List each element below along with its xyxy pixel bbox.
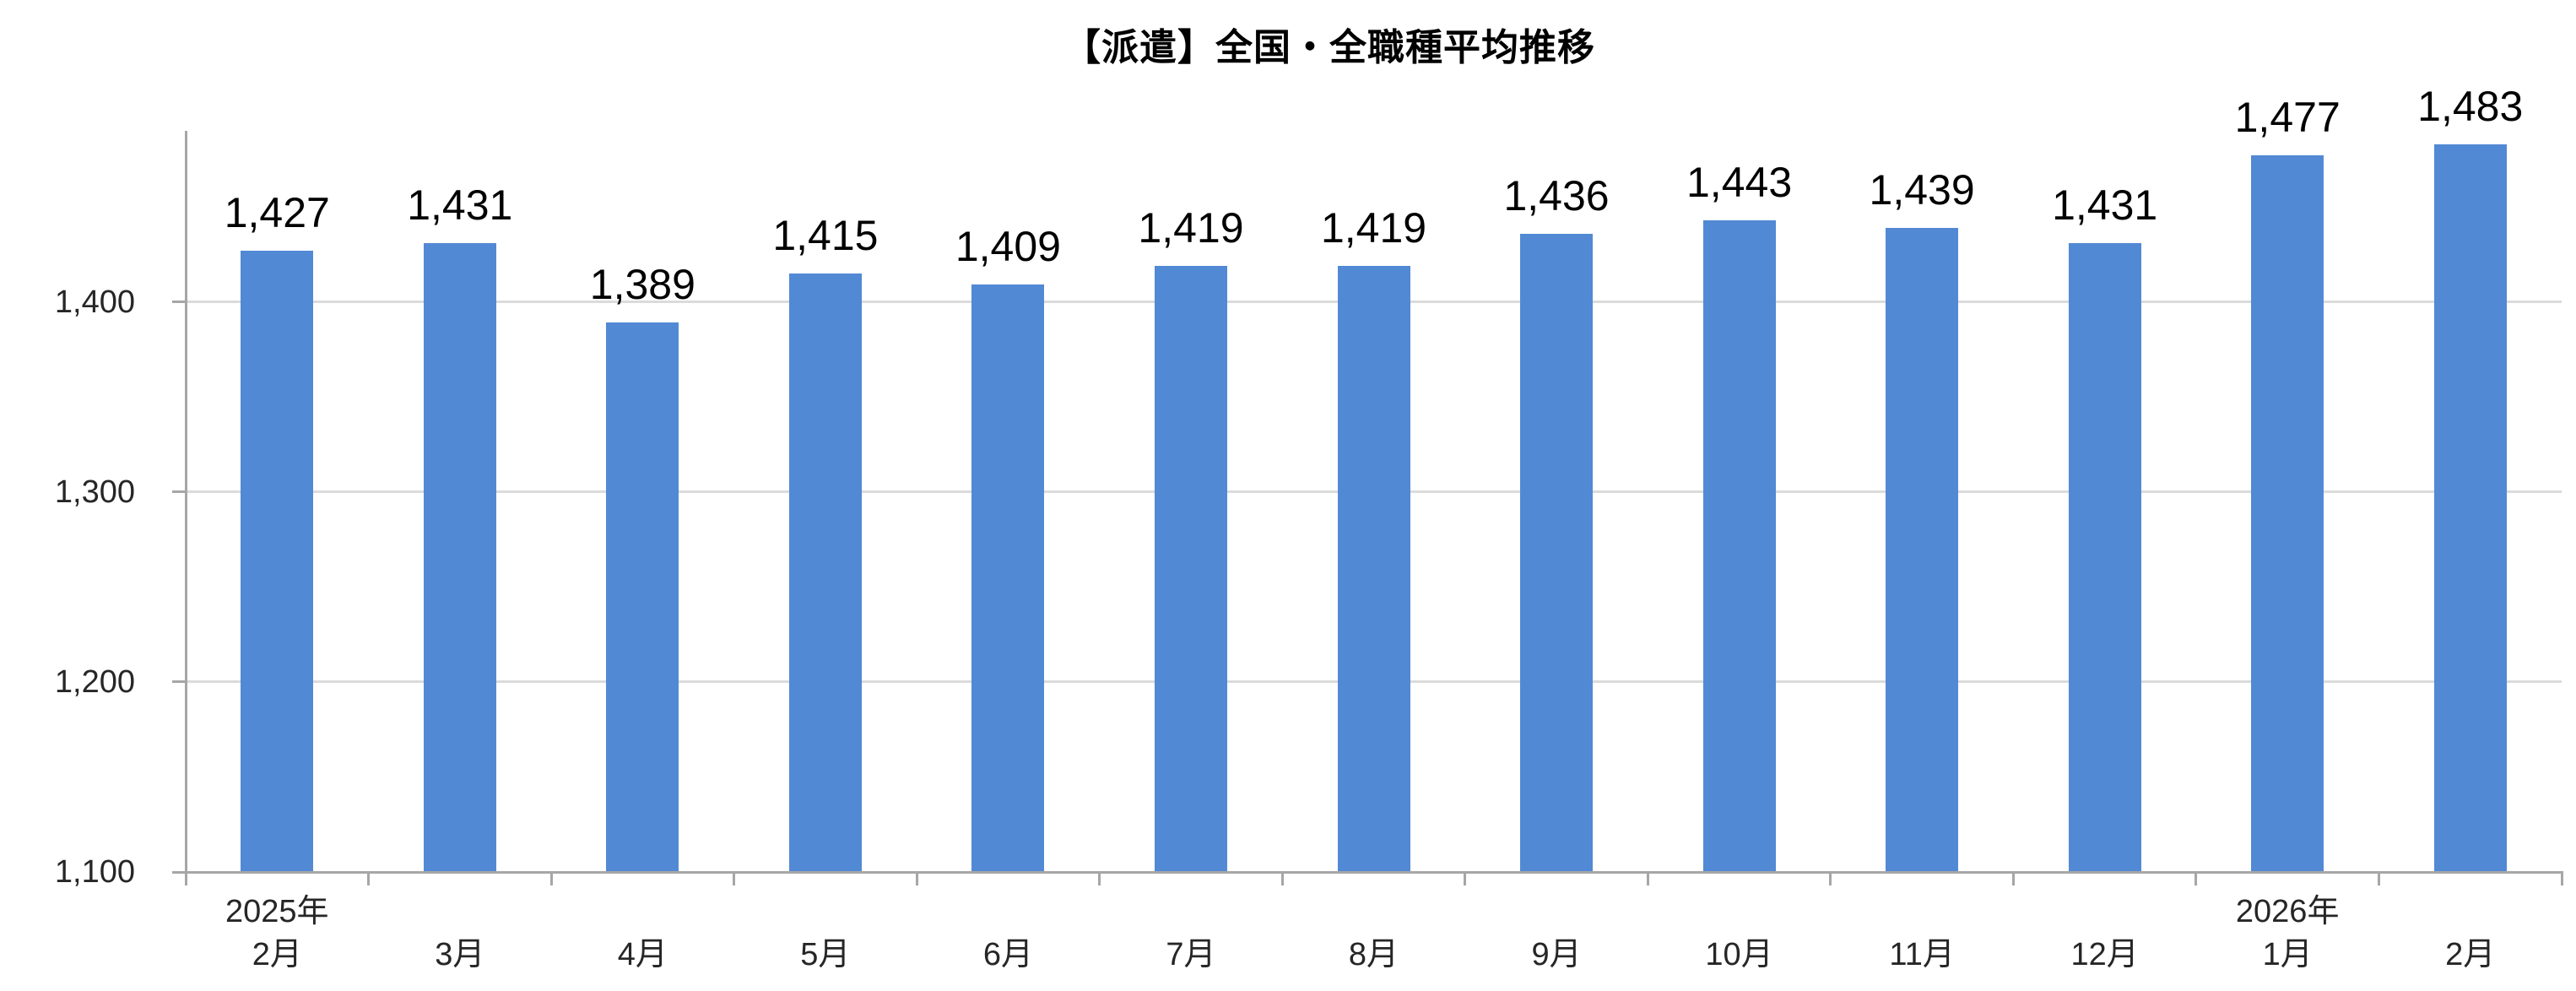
y-tick-label: 1,300: [54, 474, 135, 510]
x-axis-tick: [2194, 872, 2198, 885]
bar-value-label: 1,483: [2417, 82, 2524, 130]
x-month-label: 11月: [1889, 937, 1955, 972]
bar: [1702, 219, 1776, 872]
x-month-label: 9月: [1531, 937, 1582, 972]
x-month-label: 3月: [435, 937, 485, 972]
bar: [606, 322, 679, 872]
bar: [1337, 265, 1410, 872]
x-month-label: 6月: [982, 937, 1033, 972]
x-month-label: 2月: [2445, 937, 2496, 972]
bar-value-label: 1,439: [1869, 165, 1975, 214]
x-axis-tick: [1464, 872, 1467, 885]
bar-value-label: 1,427: [224, 188, 330, 236]
x-month-label: 2月: [252, 937, 302, 972]
bar: [788, 273, 862, 872]
x-axis-tick: [549, 872, 553, 885]
x-axis-tick: [1646, 872, 1649, 885]
x-axis-tick: [1829, 872, 1832, 885]
x-axis-tick: [733, 872, 736, 885]
bar: [2251, 155, 2324, 872]
x-month-label: 1月: [2262, 937, 2313, 972]
bar: [1886, 227, 1959, 872]
x-month-label: 8月: [1348, 937, 1399, 972]
y-axis-tick: [172, 301, 186, 304]
bar-value-label: 1,415: [772, 211, 879, 259]
y-axis-tick: [172, 680, 186, 684]
bar-value-label: 1,409: [955, 223, 1061, 271]
x-month-label: 4月: [617, 937, 668, 972]
bar: [1154, 265, 1227, 872]
bar-value-label: 1,477: [2234, 94, 2341, 142]
x-month-label: 12月: [2070, 937, 2139, 972]
bar: [2433, 144, 2507, 872]
x-year-label: 2025年: [225, 894, 329, 929]
bar: [423, 242, 496, 872]
x-axis-line: [172, 870, 2563, 874]
y-axis-tick: [172, 490, 186, 494]
x-axis-tick: [184, 872, 187, 885]
bar: [241, 250, 314, 872]
chart-title: 【派遣】全国・全職種平均推移: [1063, 27, 1595, 68]
x-axis-tick: [2377, 872, 2380, 885]
bar-value-label: 1,431: [407, 181, 513, 229]
bar-value-label: 1,436: [1503, 171, 1610, 219]
bar-value-label: 1,431: [2052, 181, 2158, 229]
y-tick-label: 1,100: [54, 854, 135, 890]
x-axis-tick: [1280, 872, 1284, 885]
x-month-label: 7月: [1166, 937, 1216, 972]
bar: [2068, 242, 2141, 872]
bar: [971, 284, 1045, 872]
x-axis-tick: [1098, 872, 1101, 885]
x-axis-tick: [2560, 872, 2563, 885]
x-axis-tick: [367, 872, 371, 885]
x-month-label: 5月: [800, 937, 851, 972]
y-tick-label: 1,400: [54, 284, 135, 320]
x-month-label: 10月: [1705, 937, 1773, 972]
x-year-label: 2026年: [2235, 894, 2340, 929]
bar-value-label: 1,443: [1686, 158, 1793, 206]
bar-value-label: 1,419: [1138, 203, 1244, 252]
x-axis-tick: [915, 872, 918, 885]
bar-value-label: 1,419: [1320, 203, 1427, 252]
y-tick-label: 1,200: [54, 663, 135, 700]
bar-value-label: 1,389: [589, 261, 695, 309]
y-axis-line: [184, 131, 187, 872]
x-axis-tick: [2011, 872, 2015, 885]
bar: [1520, 233, 1594, 872]
